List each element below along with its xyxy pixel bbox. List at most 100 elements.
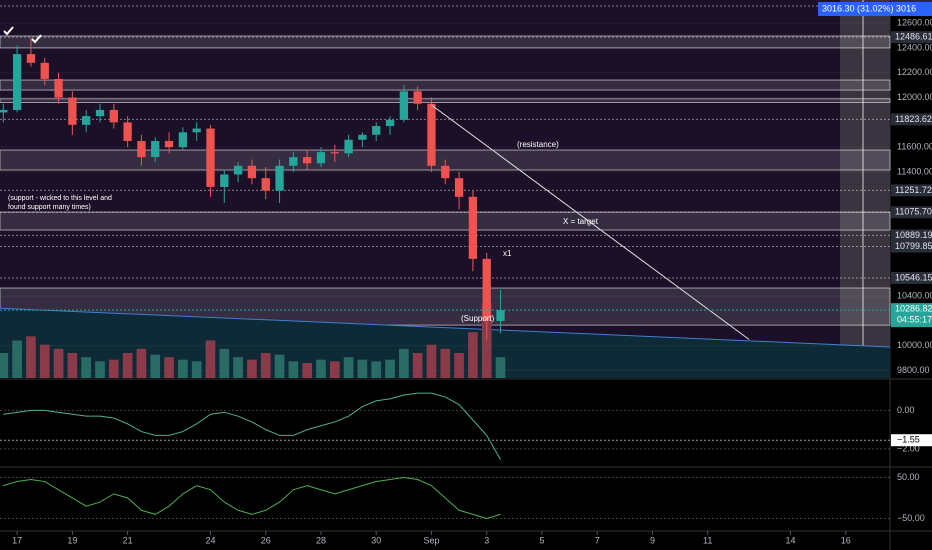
volume-bar [53,348,64,378]
candle-body [12,54,22,110]
oscillator-pane [0,380,890,466]
x-tick-label: 28 [316,535,326,545]
y-tick-label: 12200.00 [897,67,932,77]
measure-box [818,2,932,16]
volume-bar [399,348,409,378]
volume-bar [385,359,395,378]
volume-bar [136,348,147,378]
volume-bar [178,359,188,378]
volume-bar [26,336,36,378]
volume-bar [440,348,451,378]
volume-bar [495,357,506,378]
x-tick-label: 14 [786,535,796,545]
candle-body [54,78,63,98]
price-label-box [891,113,932,126]
price-label-box [891,229,932,242]
price-label: 10546.15 [895,272,932,282]
candle-body [95,109,105,117]
last-price-label: 10286.82 [895,304,932,314]
volume-bar [426,344,437,378]
volume-bar [247,359,257,378]
candle-body [220,174,229,187]
shaded-range [840,0,890,378]
volume-bar [233,357,243,378]
y-tick-label: 50.00 [897,472,920,482]
volume-bar [260,353,271,378]
candle-body [109,109,118,123]
candle-body [427,103,436,166]
volume-bar [81,357,92,378]
price-label-box [891,31,932,44]
y-tick-label: 9800.00 [897,365,930,375]
x-tick-label: Sep [423,535,439,545]
candle-body [178,132,188,148]
y-tick-label: −50.00 [897,513,925,523]
candle-body [496,310,505,321]
candle-body [261,178,270,191]
annotation: (Support) [461,314,495,323]
zone [0,79,891,91]
y-tick-label: 10400.00 [897,290,932,300]
annotation: (resistance) [517,140,559,149]
check-icon [31,34,42,44]
volume-bar [329,361,340,378]
price-label-box [891,240,932,253]
candle-body [137,140,146,158]
x-tick-label: 9 [650,535,655,545]
volume-bar [302,363,312,378]
candle-body [82,116,91,125]
volume-bar [412,353,423,378]
candle-body [316,152,326,164]
candle-body [151,140,160,158]
candle-body [233,165,243,175]
y-tick-label: −2.00 [897,443,920,453]
price-label: 10889.19 [895,230,932,240]
volume-bar [108,359,119,378]
price-label-box [891,434,932,447]
x-tick-label: 21 [123,535,133,545]
y-tick-label: 12400.00 [897,42,932,52]
candle-body [40,62,49,79]
oscillator-line [3,392,501,460]
candle-body [344,139,353,154]
volume-bar [205,340,216,378]
candle-body [303,157,312,164]
price-label: 11075.70 [895,207,932,217]
y-tick-label: 12000.00 [897,92,932,102]
x-tick-label: 11 [703,535,712,545]
volume-bar [371,361,382,378]
stochastic-line [3,476,501,520]
volume-bar [0,353,9,378]
volume-bar [481,303,492,378]
last-price-box [891,303,932,328]
price-label-box [891,184,932,197]
volume-bar [95,361,105,378]
volume-bar [343,357,354,378]
x-tick-label: 5 [539,535,544,545]
volume-bar [164,357,174,378]
price-label: −1.55 [897,435,920,445]
candle-body [206,128,215,187]
x-tick-label: 3 [484,535,489,545]
candle-body [468,196,478,259]
x-tick-label: 17 [12,535,22,545]
countdown: 04:55:17 [897,315,932,325]
candle-body [247,165,257,179]
volume-bar [122,353,133,378]
volume-bar [39,344,50,378]
check-icon [3,26,14,36]
trendline [431,104,750,340]
x-tick-label: 7 [595,535,600,545]
candle-body [399,91,408,120]
volume-bar [150,354,161,378]
annotation: X = target [563,217,599,226]
x-tick-label: 30 [371,535,381,545]
candle-body [482,258,491,321]
measure-label: 3016.30 (31.02%) 3016 [822,3,916,13]
candle-body [0,109,8,113]
candle-body [164,140,174,148]
candle-body [26,54,36,63]
candle-body [454,178,464,197]
volume-bar [468,332,478,378]
price-label: 11251.72 [895,185,932,195]
